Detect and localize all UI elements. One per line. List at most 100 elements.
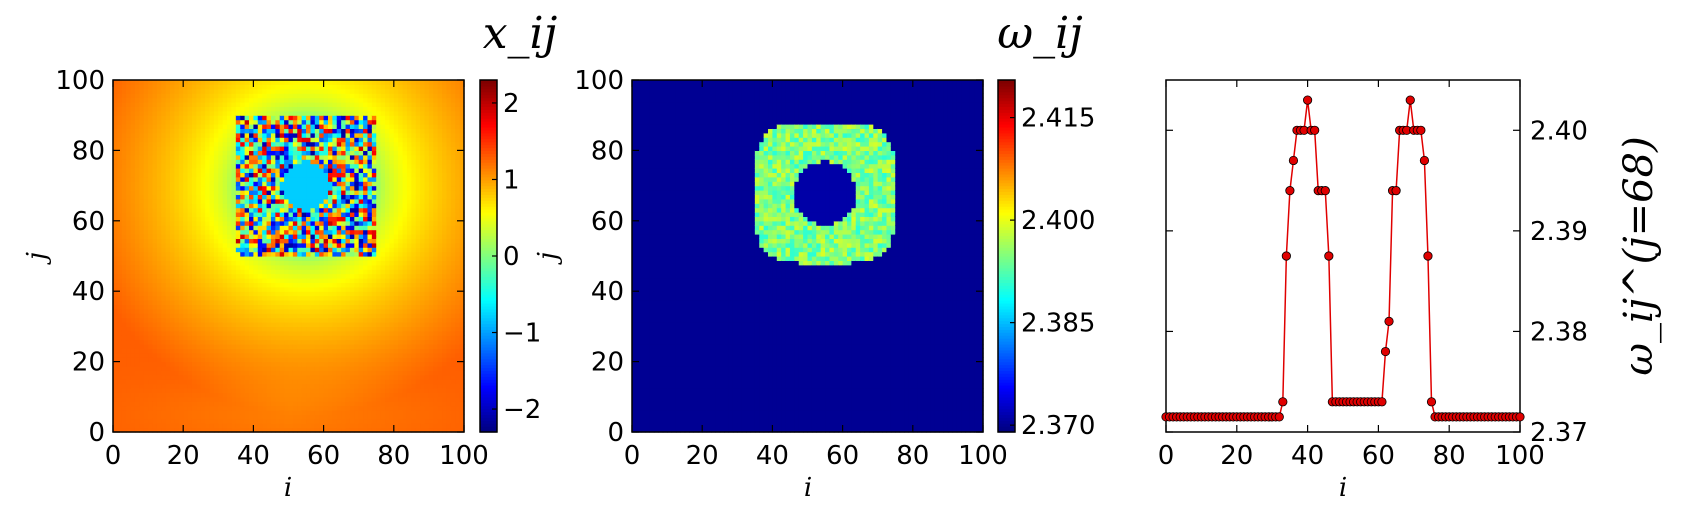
x-heatmap-cell — [183, 322, 189, 327]
x-heatmap-cell — [270, 344, 276, 349]
x-heatmap-cell — [244, 172, 250, 178]
x-heatmap-cell — [165, 264, 171, 270]
x-heatmap-cell — [292, 247, 298, 253]
x-heatmap-cell — [354, 304, 360, 310]
x-heatmap-cell — [332, 176, 338, 182]
x-heatmap-cell — [341, 216, 347, 222]
x-heatmap-cell — [178, 357, 184, 363]
x-heatmap-cell — [349, 405, 355, 411]
x-heatmap-cell — [257, 418, 263, 424]
x-heatmap-cell — [292, 203, 298, 209]
x-heatmap-cell — [345, 423, 351, 429]
x-heatmap-cell — [235, 291, 241, 297]
x-heatmap-cell — [126, 203, 132, 209]
x-heatmap-cell — [301, 154, 307, 160]
x-heatmap-cell — [332, 93, 338, 99]
x-heatmap-cell — [345, 181, 351, 187]
x-heatmap-cell — [288, 128, 294, 134]
x-heatmap-cell — [183, 154, 189, 160]
x-heatmap-cell — [358, 414, 364, 420]
x-heatmap-cell — [257, 335, 263, 341]
x-heatmap-cell — [376, 203, 382, 209]
x-heatmap-cell — [310, 207, 316, 213]
x-heatmap-cell — [314, 220, 320, 226]
x-heatmap-cell — [213, 203, 219, 209]
x-heatmap-cell — [187, 194, 193, 200]
x-heatmap-cell — [385, 379, 391, 385]
x-heatmap-cell — [358, 392, 364, 398]
x-heatmap-cell — [332, 238, 338, 244]
x-heatmap-cell — [170, 220, 176, 226]
x-heatmap-cell — [284, 194, 290, 200]
x-heatmap-cell — [139, 220, 145, 226]
x-heatmap-cell — [363, 295, 369, 301]
x-heatmap-cell — [336, 304, 342, 310]
x-heatmap-cell — [266, 150, 272, 156]
x-heatmap-cell — [134, 418, 140, 424]
x-heatmap-cell — [209, 176, 215, 182]
x-heatmap-cell — [327, 286, 333, 292]
x-heatmap-cell — [209, 128, 215, 134]
x-heatmap-cell — [376, 344, 382, 349]
x-heatmap-cell — [161, 80, 167, 85]
x-heatmap-cell — [191, 154, 197, 160]
x-heatmap-cell — [240, 379, 246, 385]
x-heatmap-cell — [143, 286, 149, 292]
x-heatmap-cell — [253, 185, 259, 191]
x-heatmap-cell — [174, 176, 180, 182]
x-heatmap-cell — [161, 286, 167, 292]
x-heatmap-cell — [240, 264, 246, 270]
x-heatmap-cell — [332, 154, 338, 160]
x-heatmap-cell — [134, 176, 140, 182]
x-heatmap-cell — [262, 282, 268, 288]
x-heatmap-cell — [143, 102, 149, 107]
x-heatmap-cell — [130, 396, 136, 402]
x-heatmap-cell — [336, 247, 342, 253]
x-heatmap-cell — [213, 247, 219, 253]
x-heatmap-cell — [126, 366, 132, 371]
x-heatmap-cell — [191, 93, 197, 99]
x-heatmap-cell — [319, 172, 325, 178]
x-heatmap-cell — [205, 198, 211, 204]
x-heatmap-cell — [113, 304, 118, 310]
x-heatmap-cell — [213, 322, 219, 327]
x-heatmap-cell — [336, 198, 342, 204]
x-heatmap-cell — [196, 256, 202, 261]
x-heatmap-cell — [134, 335, 140, 341]
x-heatmap-cell — [183, 282, 189, 288]
x-heatmap-cell — [354, 278, 360, 283]
x-heatmap-cell — [319, 163, 325, 169]
x-heatmap-cell — [262, 146, 268, 151]
x-heatmap-cell — [323, 326, 329, 332]
x-heatmap-cell — [156, 383, 162, 389]
x-heatmap-cell — [270, 207, 276, 213]
x-heatmap-cell — [310, 229, 316, 235]
x-heatmap-cell — [240, 80, 246, 85]
x-heatmap-cell — [191, 286, 197, 292]
x-heatmap-cell — [183, 84, 189, 90]
x-heatmap-cell — [358, 190, 364, 195]
x-heatmap-cell — [113, 194, 118, 200]
x-heatmap-cell — [284, 159, 290, 165]
x-heatmap-cell — [358, 282, 364, 288]
x-heatmap-cell — [231, 335, 237, 341]
x-heatmap-cell — [130, 401, 136, 407]
x-heatmap-cell — [126, 88, 132, 94]
x-heatmap-cell — [262, 168, 268, 173]
x-heatmap-cell — [310, 322, 316, 327]
x-heatmap-cell — [191, 427, 197, 433]
x-heatmap-cell — [284, 88, 290, 94]
x-heatmap-cell — [284, 401, 290, 407]
x-heatmap-cell — [209, 344, 215, 349]
x-heatmap-cell — [266, 282, 272, 288]
x-heatmap-cell — [358, 115, 364, 121]
x-heatmap-cell — [310, 392, 316, 398]
x-heatmap-cell — [262, 344, 268, 349]
x-heatmap-cell — [174, 154, 180, 160]
x-heatmap-cell — [297, 163, 303, 169]
x-heatmap-cell — [218, 115, 224, 121]
x-heatmap-cell — [363, 159, 369, 165]
x-heatmap-cell — [121, 414, 127, 420]
x-heatmap-cell — [288, 370, 294, 376]
x-heatmap-cell — [231, 181, 237, 187]
